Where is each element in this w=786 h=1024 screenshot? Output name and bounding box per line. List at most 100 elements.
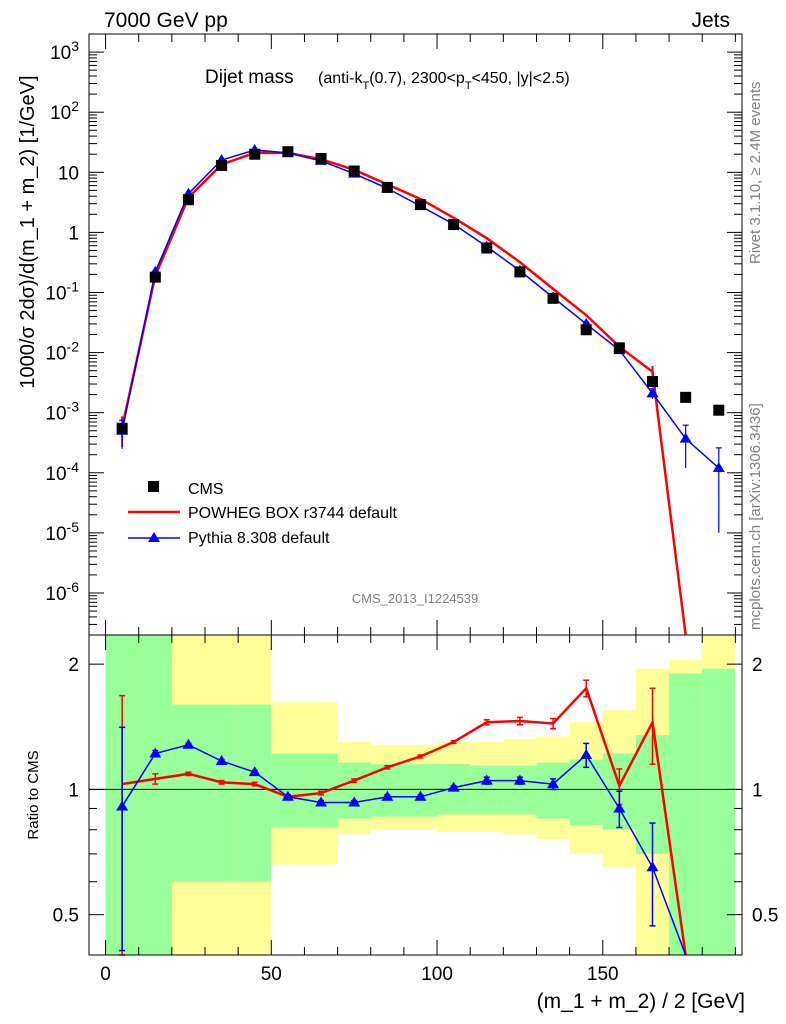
pythia-ratio-point (116, 800, 129, 811)
pythia-point (679, 432, 692, 443)
ratio-frame (88, 634, 743, 956)
ratio-band-inner (271, 753, 305, 828)
legend-cms-marker (148, 481, 159, 492)
ratio-band-inner (337, 762, 371, 819)
ratio-axes: 0.5 0.5 1 1 2 2 0 50 100 150 (53, 635, 778, 985)
y-tick-label: 10-5 (45, 519, 79, 545)
cms-point (580, 324, 592, 336)
y-tick-label: 10-6 (45, 579, 79, 605)
pythia-ratio-point (348, 796, 361, 807)
pythia-ratio-point (547, 778, 560, 789)
x-tick-label: 100 (421, 964, 453, 985)
pythia-ratio-line (121, 744, 687, 956)
legend-powheg-label: POWHEG BOX r3744 default (188, 505, 398, 522)
x-tick-label: 0 (100, 964, 111, 985)
pythia-point (646, 387, 659, 398)
x-tick-label: 150 (587, 964, 619, 985)
powheg-line (120, 151, 687, 636)
cms-point (315, 152, 327, 164)
ratio-y-tick-label-right: 1 (752, 780, 763, 801)
cms-point (647, 376, 659, 388)
pythia-ratio-point (281, 790, 294, 801)
y-tick-label: 10-4 (45, 459, 79, 485)
pythia-ratio-point (580, 748, 593, 759)
y-tick-label: 103 (50, 38, 79, 64)
pythia-ratio-point (447, 781, 460, 792)
cms-point (514, 266, 526, 278)
y-tick-label: 1 (68, 223, 79, 244)
pythia-ratio-point (381, 790, 394, 801)
legend-cms-label: CMS (188, 481, 224, 498)
cms-point (348, 165, 360, 177)
ratio-band-inner (503, 765, 537, 815)
ratio-y-tick-label-right: 2 (752, 655, 763, 676)
plot-title: Dijet mass (205, 67, 294, 88)
x-tick-label: 50 (261, 964, 282, 985)
y-tick-label: 10-2 (45, 339, 79, 365)
cms-point (381, 181, 393, 193)
pythia-ratio-point (215, 755, 228, 766)
ratio-band-inner (205, 704, 239, 882)
pythia-ratio-point (646, 861, 659, 872)
cms-point (547, 292, 559, 304)
pythia-ratio-point (315, 796, 328, 807)
main-plot-area (116, 143, 725, 636)
pythia-ratio-point (149, 747, 162, 758)
y-tick-label: 102 (50, 98, 79, 124)
ratio-band-inner (702, 668, 736, 955)
y-tick-label: 10 (58, 163, 79, 184)
cms-point (182, 194, 194, 206)
header-right: Jets (691, 9, 730, 32)
pythia-ratio-point (248, 766, 261, 777)
legend-pythia-marker (148, 532, 160, 542)
ratio-band-inner (238, 704, 272, 882)
ratio-band-inner (536, 762, 570, 819)
ratio-y-tick-label-right: 0.5 (752, 906, 778, 927)
ratio-band-inner (669, 673, 703, 955)
main-frame (88, 33, 743, 636)
ratio-band-inner (569, 759, 603, 826)
cms-point (216, 159, 228, 171)
cms-point (116, 422, 128, 434)
ratio-band-inner (403, 764, 438, 817)
plot-title-detail: (anti-kT(0.7), 2300<pT<450, |y|<2.5) (318, 70, 570, 92)
legend-pythia-label: Pythia 8.308 default (188, 530, 330, 547)
cms-point (149, 271, 161, 283)
ratio-y-tick-label-left: 2 (68, 655, 79, 676)
powheg-ratio-line (121, 685, 687, 956)
y-tick-label: 10-1 (45, 278, 79, 304)
cms-point (613, 342, 625, 354)
pythia-ratio-point (414, 790, 427, 801)
pythia-ratio-point (613, 802, 626, 813)
x-axis-label: (m_1 + m_2) / 2 [GeV] (537, 990, 745, 1013)
main-ylabel: 1000/σ 2dσ)/d(m_1 + m_2) [1/GeV] (17, 75, 39, 388)
cms-point (414, 199, 426, 211)
ratio-ylabel: Ratio to CMS (25, 750, 42, 839)
cms-point (448, 219, 460, 231)
cms-point (249, 148, 261, 160)
ratio-band-inner (138, 635, 172, 955)
cms-point (680, 391, 692, 403)
ratio-plot-area (89, 635, 742, 956)
legend: CMS POWHEG BOX r3744 default Pythia 8.30… (128, 481, 398, 547)
pythia-point (712, 462, 725, 473)
analysis-id: CMS_2013_I1224539 (352, 591, 479, 606)
ratio-y-tick-label-left: 0.5 (53, 906, 79, 927)
pythia-ratio-point (480, 774, 493, 785)
cms-point (713, 404, 725, 416)
pythia-ratio-point (182, 738, 195, 749)
rivet-label: Rivet 3.1.10, ≥ 2.4M events (747, 82, 764, 265)
y-tick-label: 10-3 (45, 399, 79, 425)
cms-point (481, 242, 493, 254)
cms-point (282, 146, 294, 158)
mcplots-label: mcplots.cern.ch [arXiv:1306.3436] (747, 403, 764, 630)
ratio-panel: 0.5 0.5 1 1 2 2 0 50 100 150 Ratio to CMS (m_1 + … (25, 634, 778, 1013)
ratio-band-inner (171, 704, 206, 882)
ratio-y-tick-label-left: 1 (68, 780, 79, 801)
header-left: 7000 GeV pp (104, 9, 228, 32)
pythia-ratio-point (513, 774, 526, 785)
ratio-band-inner (470, 765, 504, 815)
